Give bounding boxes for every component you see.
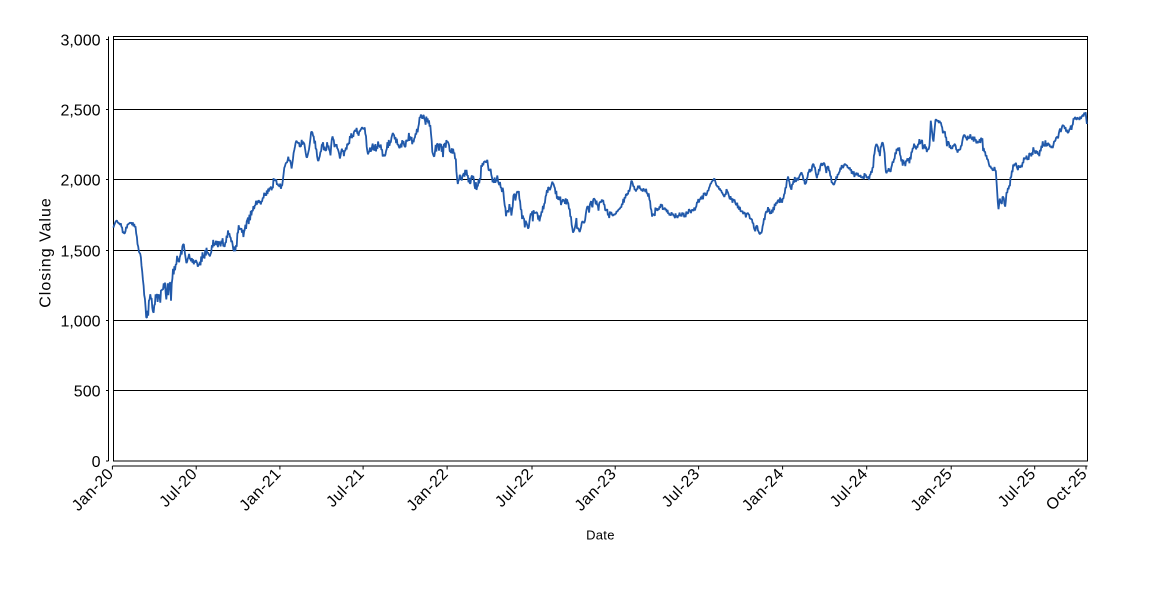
svg-text:1,500: 1,500 — [60, 244, 100, 261]
svg-text:Closing Value: Closing Value — [38, 197, 55, 308]
svg-text:3,000: 3,000 — [60, 33, 100, 50]
svg-text:2,500: 2,500 — [60, 103, 100, 120]
svg-text:500: 500 — [74, 384, 101, 401]
svg-text:1,000: 1,000 — [60, 314, 100, 331]
svg-text:0: 0 — [92, 454, 101, 471]
svg-text:2,000: 2,000 — [60, 173, 100, 190]
svg-text:Date: Date — [586, 528, 615, 543]
